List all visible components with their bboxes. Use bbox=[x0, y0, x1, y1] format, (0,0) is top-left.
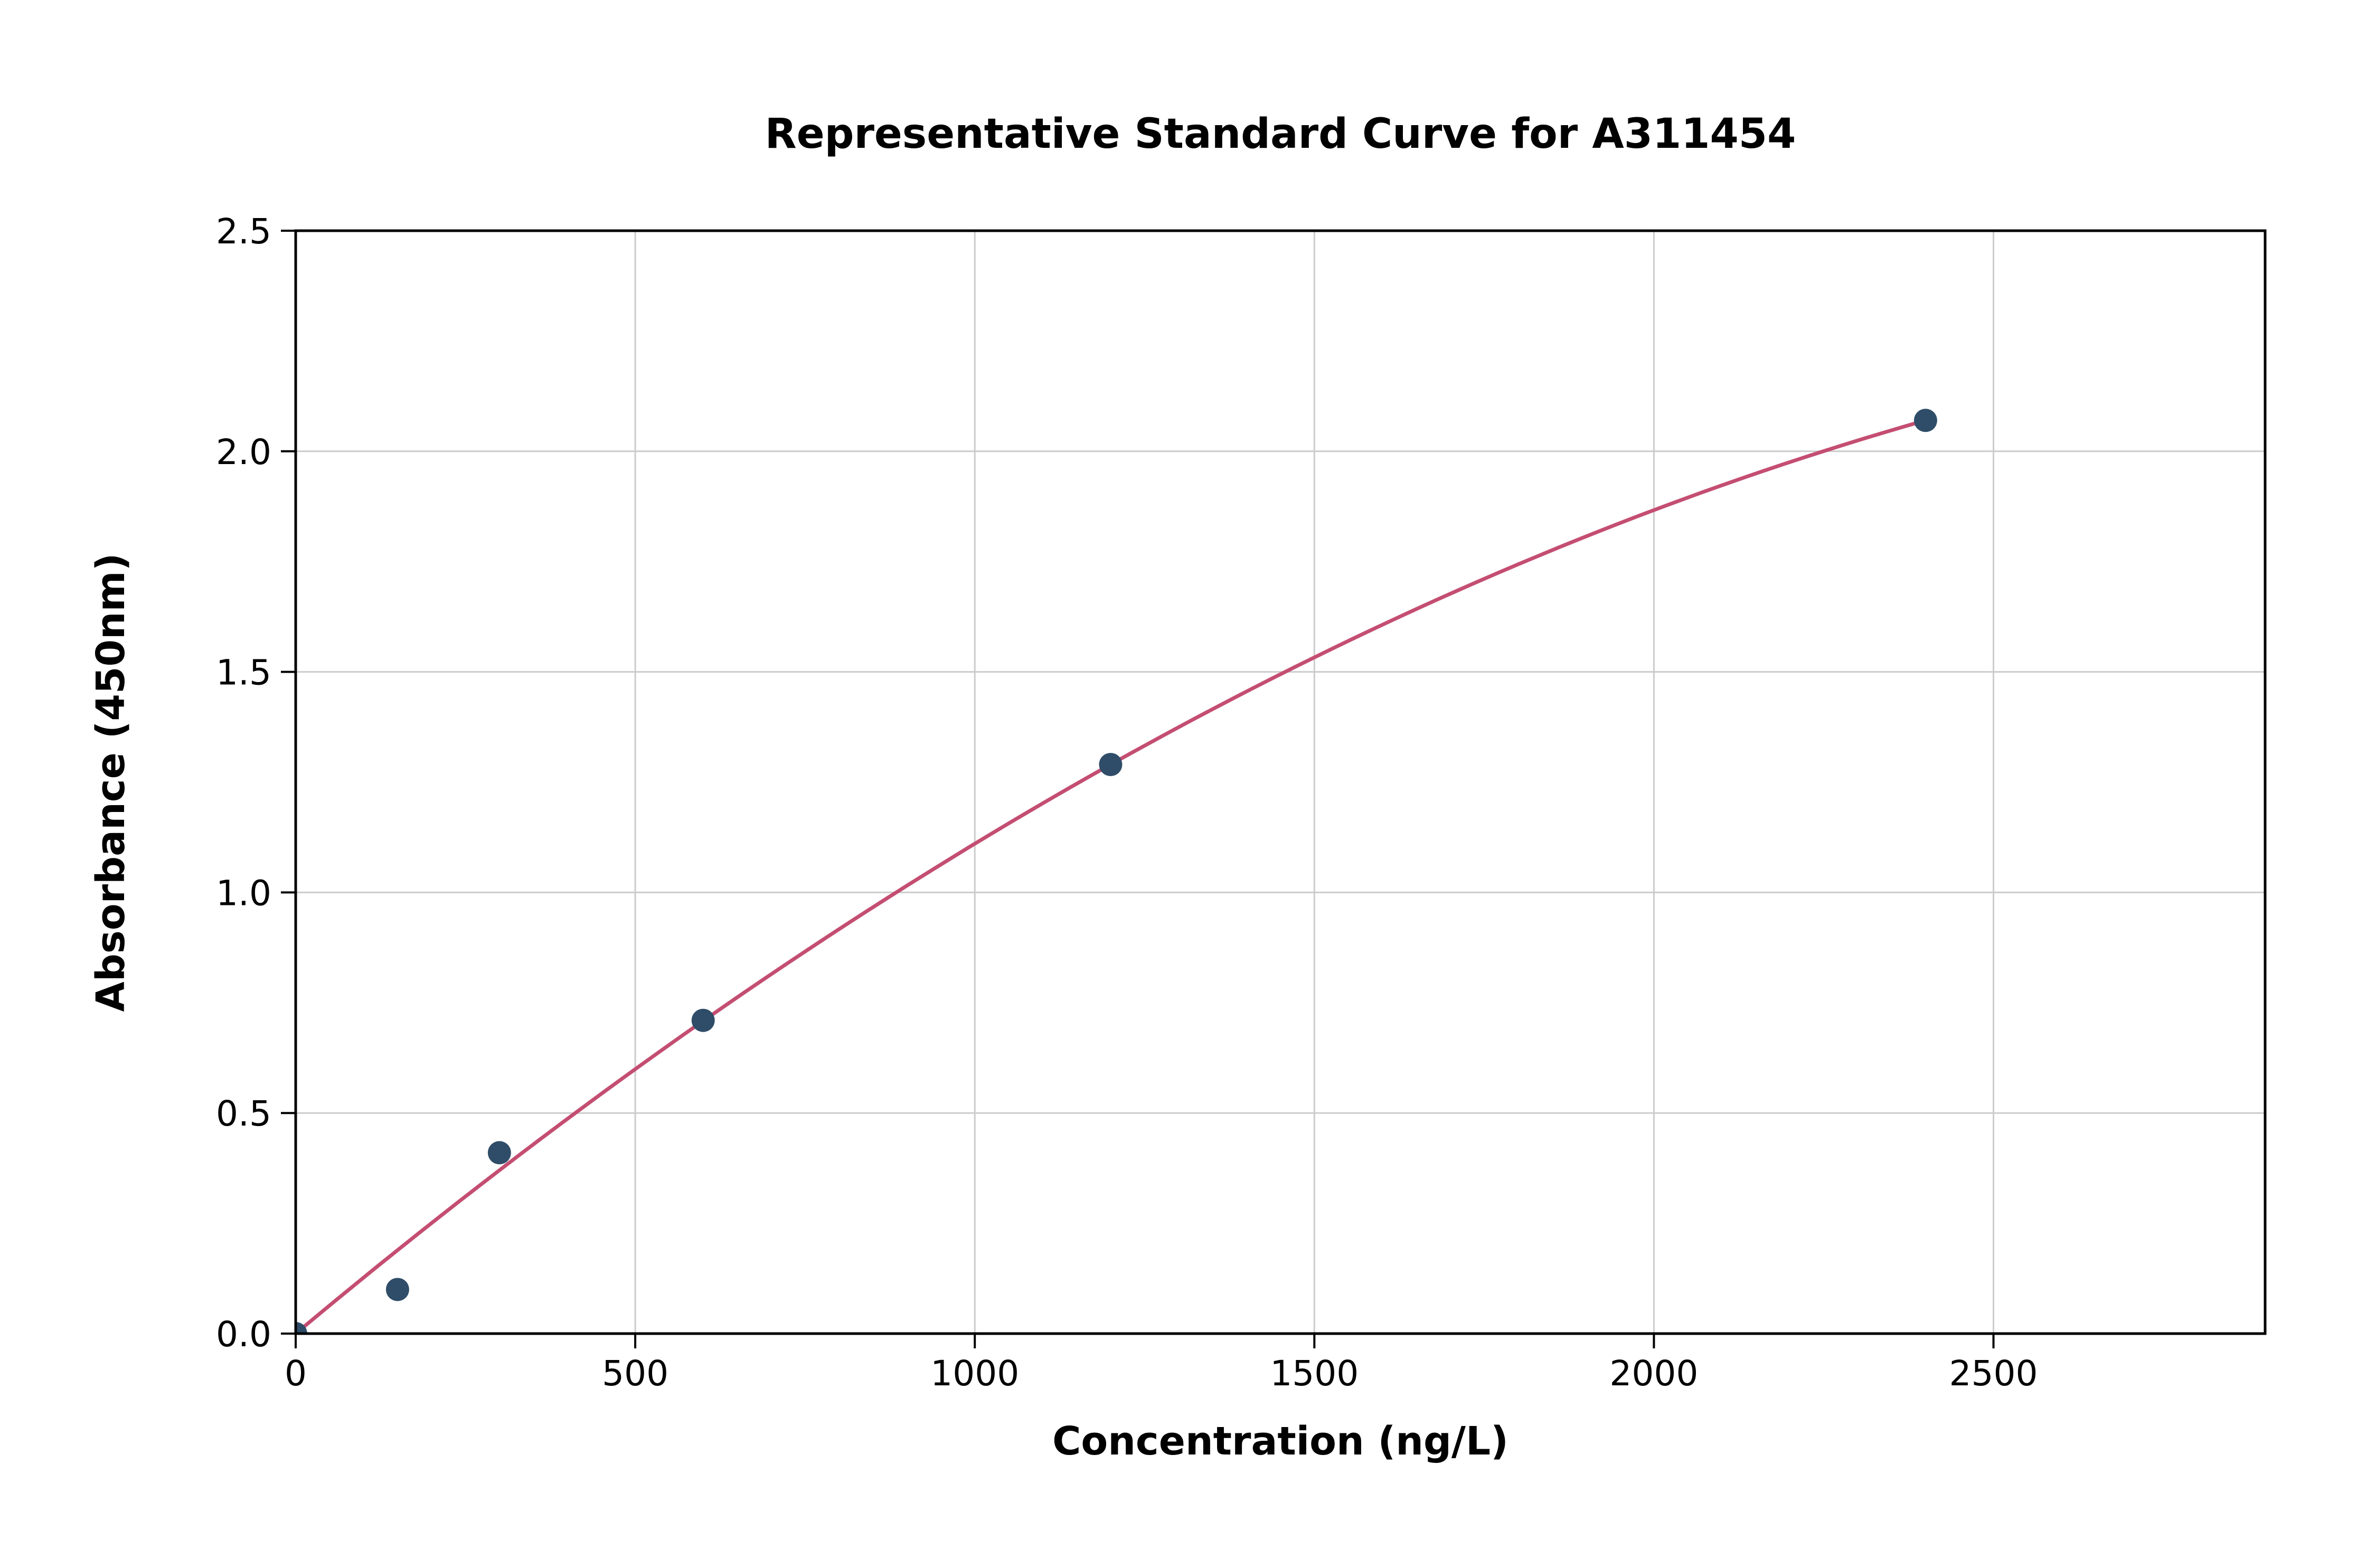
y-tick-label: 2.5 bbox=[216, 211, 271, 252]
chart-title: Representative Standard Curve for A31145… bbox=[765, 110, 1796, 158]
x-tick-label: 1500 bbox=[1270, 1353, 1359, 1394]
y-tick-label: 0.0 bbox=[216, 1314, 271, 1355]
y-tick-label: 1.0 bbox=[216, 873, 271, 913]
y-tick-label: 2.0 bbox=[216, 432, 271, 473]
trend-curve bbox=[296, 418, 1928, 1334]
data-point bbox=[1099, 753, 1123, 777]
x-tick-label: 500 bbox=[602, 1353, 668, 1394]
plot-data-group bbox=[296, 409, 1937, 1334]
plot-border bbox=[294, 229, 2267, 1335]
data-point bbox=[296, 1322, 307, 1334]
y-tick-label: 0.5 bbox=[216, 1093, 271, 1134]
x-tick-label: 1000 bbox=[930, 1353, 1019, 1394]
y-tick-label: 1.5 bbox=[216, 653, 271, 693]
plot-area: 0 500 1000 1500 2000 2500 0.0 0.5 1.0 1.5 2.0 2.5 bbox=[216, 211, 2267, 1394]
data-point bbox=[691, 1008, 715, 1032]
data-point bbox=[1913, 409, 1937, 432]
x-tick-label: 0 bbox=[285, 1353, 307, 1394]
data-point bbox=[385, 1278, 409, 1301]
x-tick-label: 2500 bbox=[1949, 1353, 2038, 1394]
y-axis-label: Absorbance (450nm) bbox=[88, 553, 134, 1012]
data-point bbox=[487, 1141, 511, 1165]
x-tick-label: 2000 bbox=[1609, 1353, 1698, 1394]
x-axis-label: Concentration (ng/L) bbox=[1052, 1419, 1508, 1464]
